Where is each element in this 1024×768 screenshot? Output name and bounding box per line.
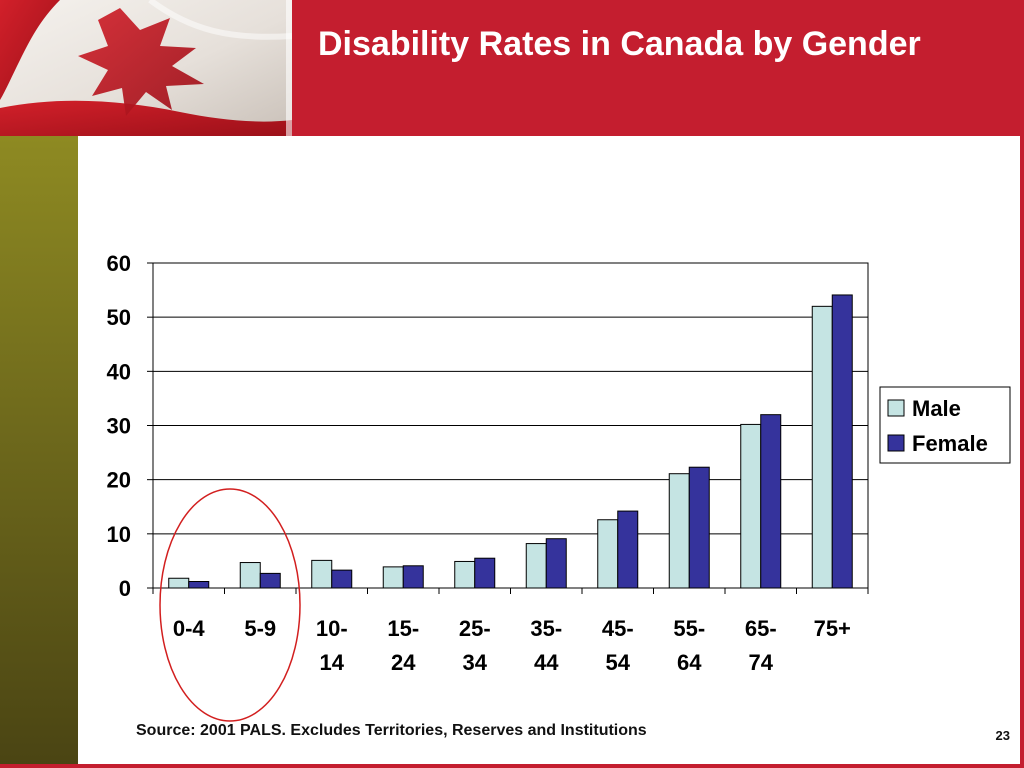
slide-header: Disability Rates in Canada by Gender [0,0,1024,136]
y-tick-label: 30 [107,414,131,439]
y-tick-label: 0 [119,576,131,601]
x-tick-label: 24 [391,650,416,675]
bar-male-45-54 [597,519,619,589]
bar-female-15-24 [402,565,424,589]
source-note: Source: 2001 PALS. Excludes Territories,… [136,722,647,739]
bar-female-10-14 [331,569,353,589]
bar-male-35-44 [525,543,547,589]
bar-female-0-4 [188,581,210,589]
y-tick-label: 10 [107,522,131,547]
bottom-frame-border [0,764,1024,768]
x-tick-label: 54 [606,650,631,675]
bar-female-55-64 [688,466,710,589]
bar-male-10-14 [311,559,333,589]
bar-female-5-9 [259,572,281,589]
y-tick-label: 60 [107,251,131,276]
x-tick-label: 64 [677,650,702,675]
bar-male-55-64 [668,473,690,589]
left-sidebar-band [0,136,78,768]
x-tick-label: 74 [749,650,774,675]
bar-female-65-74 [760,414,782,589]
x-tick-label: 15- [387,616,419,641]
x-tick-label: 65- [745,616,777,641]
legend-label-female: Female [912,431,988,456]
bar-male-0-4 [168,577,190,589]
x-tick-label: 55- [673,616,705,641]
x-tick-label: 14 [320,650,345,675]
canada-flag-image [0,0,292,136]
legend-label-male: Male [912,396,961,421]
highlight-ellipse [159,488,301,722]
bar-male-75+ [811,305,833,589]
y-tick-label: 20 [107,468,131,493]
x-tick-label: 44 [534,650,559,675]
right-frame-border [1020,136,1024,768]
y-tick-label: 50 [107,305,131,330]
bar-female-25-34 [474,557,496,589]
x-tick-label: 25- [459,616,491,641]
x-tick-label: 35- [530,616,562,641]
bar-male-5-9 [239,562,261,589]
bar-female-75+ [831,294,853,589]
x-tick-label: 0-4 [173,616,206,641]
bar-female-35-44 [545,538,567,589]
x-tick-label: 75+ [814,616,851,641]
slide-number: 23 [995,728,1010,743]
bar-male-65-74 [740,423,762,589]
bar-female-45-54 [617,510,639,589]
y-tick-label: 40 [107,359,131,384]
x-tick-label: 10- [316,616,348,641]
x-tick-label: 34 [463,650,488,675]
bar-male-15-24 [382,566,404,589]
legend-swatch-male [887,399,905,417]
x-tick-label: 45- [602,616,634,641]
x-tick-label: 5-9 [244,616,276,641]
legend-swatch-female [887,434,905,452]
slide-title: Disability Rates in Canada by Gender [318,25,921,63]
bar-male-25-34 [454,560,476,589]
